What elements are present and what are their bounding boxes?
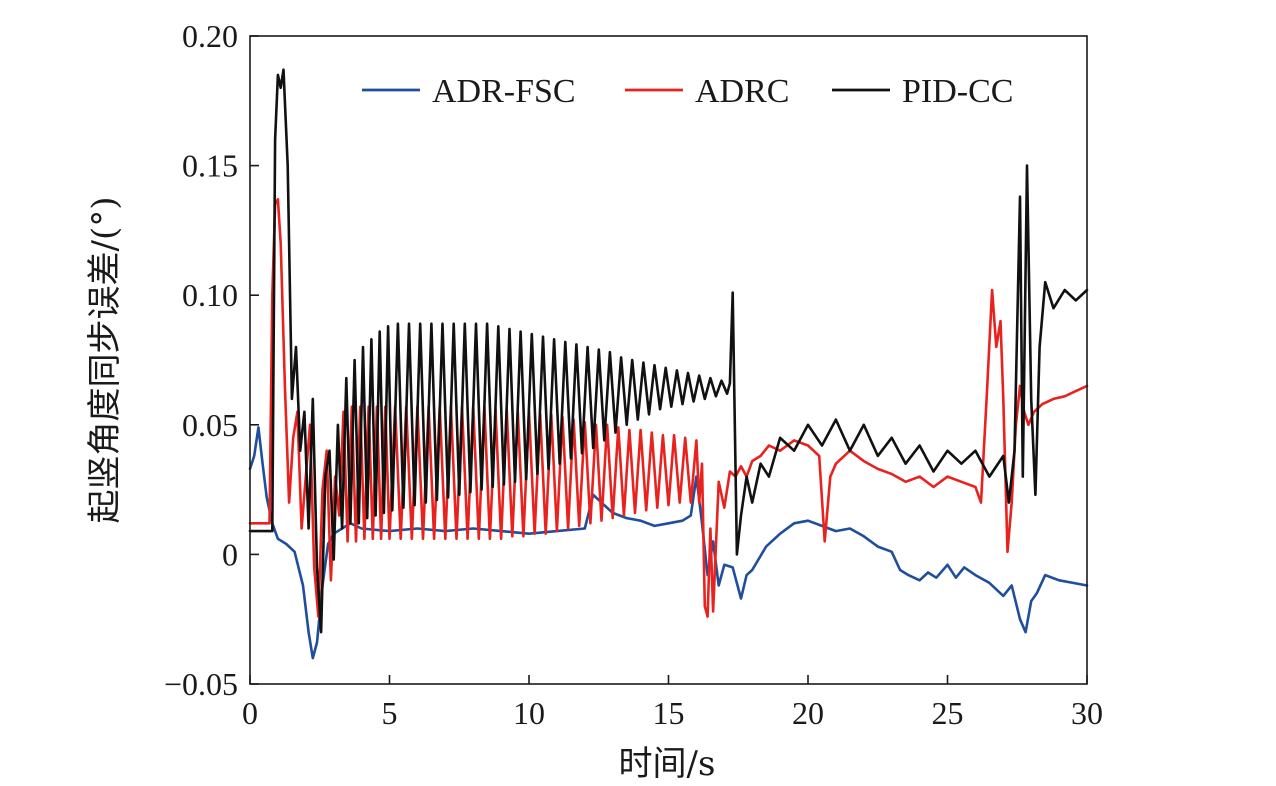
legend: ADR-FSC ADRC PID-CC bbox=[362, 73, 1013, 110]
legend-label-2: PID-CC bbox=[902, 73, 1013, 110]
y-tick-label: 0.05 bbox=[182, 407, 238, 443]
x-tick-label: 20 bbox=[792, 695, 824, 731]
series-layer bbox=[248, 68, 1089, 660]
series-line-2 bbox=[248, 68, 1089, 634]
y-tick-label: 0.10 bbox=[182, 277, 238, 313]
x-tick-label: 0 bbox=[242, 695, 258, 731]
y-axis-title: 起竖角度同步误差/(°) bbox=[85, 197, 125, 524]
y-tick-label: 0.20 bbox=[182, 18, 238, 54]
x-tick-label: 15 bbox=[653, 695, 685, 731]
x-axis-title: 时间/s bbox=[619, 744, 716, 784]
x-tick-label: 10 bbox=[513, 695, 545, 731]
y-tick-label: 0 bbox=[222, 536, 238, 572]
plot-frame bbox=[249, 35, 1088, 685]
y-tick-label: −0.05 bbox=[164, 666, 238, 702]
legend-label-0: ADR-FSC bbox=[432, 73, 576, 110]
x-tick-label: 25 bbox=[932, 695, 964, 731]
series-line-1 bbox=[248, 198, 1089, 618]
legend-label-1: ADRC bbox=[695, 73, 789, 110]
x-tick-label: 30 bbox=[1071, 695, 1103, 731]
x-tick-label: 5 bbox=[382, 695, 398, 731]
y-tick-label: 0.15 bbox=[182, 148, 238, 184]
